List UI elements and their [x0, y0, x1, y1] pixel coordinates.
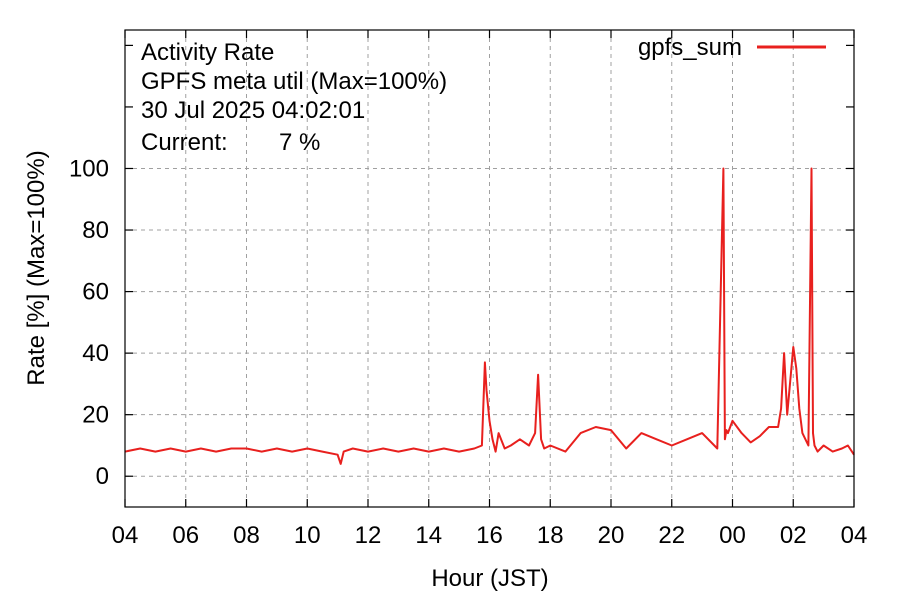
y-axis-label: Rate [%] (Max=100%): [23, 150, 50, 385]
x-tick-label: 16: [476, 522, 503, 549]
y-tick-label: 100: [69, 155, 109, 182]
series-line-gpfs_sum: [124, 167, 855, 465]
y-tick-label: 40: [82, 340, 109, 367]
current-value: 7 %: [279, 129, 320, 156]
x-tick-label: 14: [415, 522, 442, 549]
grid-layer: [124, 30, 855, 507]
x-tick-label: 10: [294, 522, 321, 549]
legend-label: gpfs_sum: [638, 34, 742, 61]
series-layer: [124, 167, 855, 465]
x-tick-label: 18: [537, 522, 564, 549]
y-tick-label: 20: [82, 402, 109, 429]
y-tick-label: 80: [82, 217, 109, 244]
tick-layer: 0 20 40 60 80 100 04 06 08 10 12 14 16 18 20 22 00 02 04: [69, 30, 867, 549]
info-title: Activity Rate: [141, 39, 274, 66]
x-tick-label: 08: [233, 522, 260, 549]
x-tick-label: 04: [841, 522, 868, 549]
info-subtitle: GPFS meta util (Max=100%): [141, 68, 447, 95]
x-tick-label: 20: [598, 522, 625, 549]
x-tick-label: 00: [719, 522, 746, 549]
y-tick-label: 60: [82, 279, 109, 306]
x-tick-label: 22: [658, 522, 685, 549]
x-tick-label: 06: [172, 522, 199, 549]
info-timestamp: 30 Jul 2025 04:02:01: [141, 97, 365, 124]
x-tick-label: 12: [355, 522, 382, 549]
x-axis-label: Hour (JST): [431, 565, 548, 592]
y-tick-label: 0: [96, 463, 109, 490]
x-tick-label: 04: [112, 522, 139, 549]
current-label: Current:: [141, 129, 228, 156]
x-tick-label: 02: [780, 522, 807, 549]
